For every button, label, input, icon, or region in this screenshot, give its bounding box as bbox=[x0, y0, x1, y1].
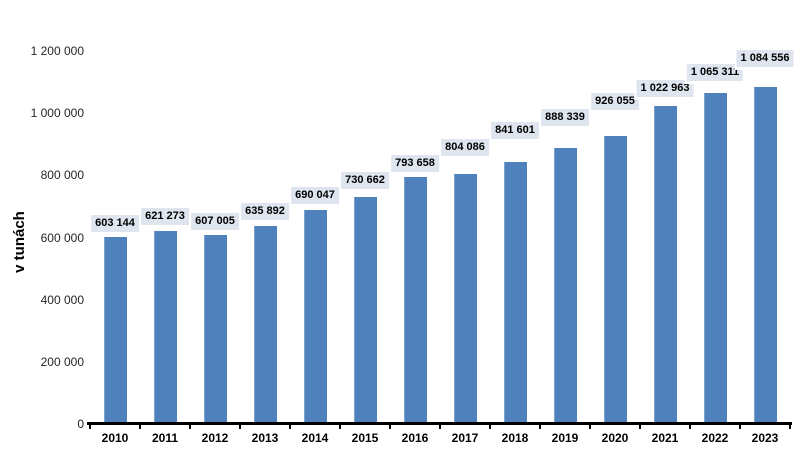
x-tick-label-2020: 2020 bbox=[601, 431, 629, 445]
x-tick-mark bbox=[389, 425, 391, 429]
bar-2010 bbox=[103, 236, 127, 424]
x-tick-mark bbox=[489, 425, 491, 429]
x-tick-label-2010: 2010 bbox=[101, 431, 129, 445]
x-tick-label-2014: 2014 bbox=[301, 431, 329, 445]
x-axis-line bbox=[87, 422, 792, 425]
x-tick-mark bbox=[339, 425, 341, 429]
y-tick-label-200000: 200 000 bbox=[40, 354, 84, 369]
x-tick-mark bbox=[239, 425, 241, 429]
x-tick-label-2016: 2016 bbox=[401, 431, 429, 445]
bar-2022 bbox=[703, 92, 727, 424]
x-tick-mark bbox=[289, 425, 291, 429]
bar-2020 bbox=[603, 136, 627, 424]
y-tick-label-400000: 400 000 bbox=[40, 292, 84, 307]
data-label-2012: 607 005 bbox=[191, 212, 239, 230]
bar-2014 bbox=[303, 209, 327, 424]
data-label-2018: 841 601 bbox=[491, 121, 539, 139]
x-tick-mark bbox=[139, 425, 141, 429]
x-tick-mark bbox=[739, 425, 741, 429]
data-label-2011: 621 273 bbox=[141, 208, 189, 226]
x-tick-label-2013: 2013 bbox=[251, 431, 279, 445]
x-tick-label-2023: 2023 bbox=[751, 431, 779, 445]
y-tick-label-1000000: 1 000 000 bbox=[30, 106, 84, 121]
x-tick-label-2021: 2021 bbox=[651, 431, 679, 445]
x-tick-label-2019: 2019 bbox=[551, 431, 579, 445]
x-tick-mark bbox=[789, 425, 791, 429]
bar-2021 bbox=[653, 106, 677, 424]
data-label-2014: 690 047 bbox=[291, 187, 339, 204]
data-label-2022: 1 065 311 bbox=[686, 64, 744, 82]
bar-2019 bbox=[553, 147, 577, 424]
x-tick-mark bbox=[589, 425, 591, 429]
data-label-2019: 888 339 bbox=[541, 109, 589, 127]
bar-2018 bbox=[503, 162, 527, 424]
data-label-2010: 603 144 bbox=[91, 215, 139, 233]
y-tick-label-0: 0 bbox=[77, 417, 84, 431]
data-label-2013: 635 892 bbox=[241, 202, 289, 220]
bar-2012 bbox=[203, 235, 227, 424]
x-tick-mark bbox=[189, 425, 191, 429]
x-tick-mark bbox=[439, 425, 441, 429]
data-label-2020: 926 055 bbox=[591, 92, 639, 110]
bar-2017 bbox=[453, 174, 477, 424]
x-tick-label-2017: 2017 bbox=[451, 431, 479, 445]
x-tick-label-2011: 2011 bbox=[151, 431, 179, 445]
y-tick-label-600000: 600 000 bbox=[40, 230, 84, 245]
bar-2015 bbox=[353, 196, 377, 424]
x-tick-label-2015: 2015 bbox=[351, 431, 379, 445]
data-label-2023: 1 084 556 bbox=[736, 50, 794, 68]
bar-2023 bbox=[753, 86, 777, 424]
y-tick-label-800000: 800 000 bbox=[40, 168, 84, 183]
x-tick-mark bbox=[539, 425, 541, 429]
bar-2013 bbox=[253, 226, 277, 424]
data-label-2015: 730 662 bbox=[341, 172, 389, 190]
y-tick-label-1200000: 1 200 000 bbox=[30, 44, 84, 58]
data-label-2016: 793 658 bbox=[391, 154, 439, 172]
x-tick-mark bbox=[689, 425, 691, 429]
bar-2011 bbox=[153, 230, 177, 424]
x-tick-label-2022: 2022 bbox=[701, 431, 729, 445]
x-tick-mark bbox=[89, 425, 91, 429]
bar-2016 bbox=[403, 177, 427, 424]
x-tick-label-2012: 2012 bbox=[201, 431, 229, 445]
data-label-2021: 1 022 963 bbox=[636, 79, 694, 97]
data-label-2017: 804 086 bbox=[441, 138, 489, 156]
x-tick-mark bbox=[639, 425, 641, 429]
x-tick-label-2018: 2018 bbox=[501, 431, 529, 445]
